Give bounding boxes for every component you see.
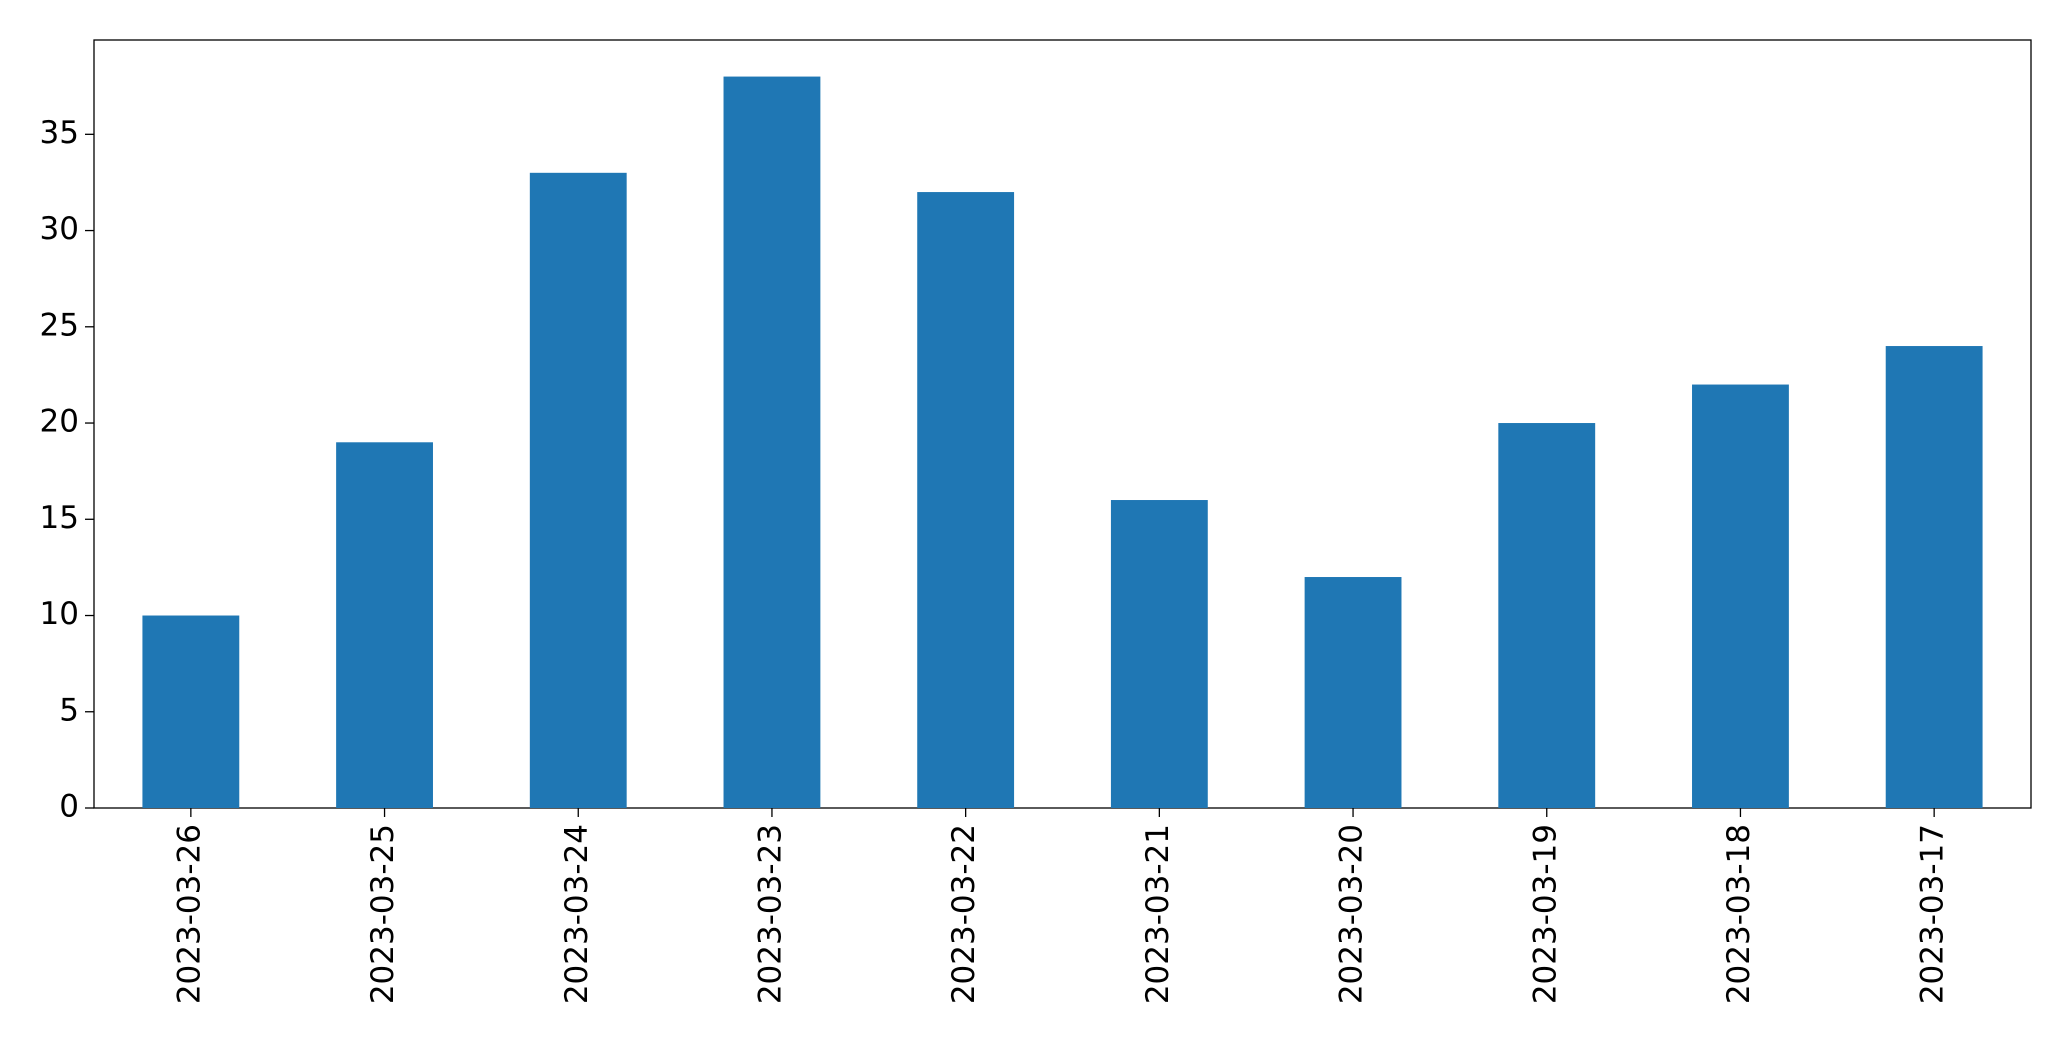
bar: [1885, 346, 1983, 808]
y-tick-label: 30: [40, 211, 79, 247]
y-tick-label: 15: [40, 500, 79, 536]
x-tick-label: 2023-03-18: [1721, 824, 1757, 1004]
x-tick-label: 2023-03-19: [1527, 824, 1563, 1004]
bar: [917, 192, 1015, 808]
x-tick-label: 2023-03-25: [365, 824, 401, 1004]
y-tick-label: 25: [40, 307, 79, 343]
bar: [142, 615, 240, 808]
y-tick-label: 10: [40, 596, 79, 632]
bar: [1692, 384, 1789, 808]
x-tick-label: 2023-03-22: [946, 824, 982, 1004]
bar: [529, 172, 627, 809]
bar: [1498, 423, 1596, 808]
x-tick-label: 2023-03-24: [559, 824, 595, 1004]
y-tick-label: 20: [40, 404, 79, 440]
y-tick-label: 35: [40, 115, 79, 151]
x-tick-label: 2023-03-23: [752, 824, 788, 1004]
y-tick-label: 5: [59, 692, 79, 728]
y-tick-label: 0: [59, 789, 79, 825]
x-tick-label: 2023-03-26: [171, 824, 207, 1004]
bar: [723, 76, 821, 809]
x-tick-label: 2023-03-20: [1334, 824, 1370, 1004]
bar: [336, 442, 433, 808]
bar: [1304, 577, 1402, 808]
bar: [1110, 500, 1208, 808]
x-tick-label: 2023-03-21: [1140, 824, 1176, 1004]
plot-frame: [93, 39, 2032, 809]
x-tick-label: 2023-03-17: [1915, 824, 1951, 1004]
